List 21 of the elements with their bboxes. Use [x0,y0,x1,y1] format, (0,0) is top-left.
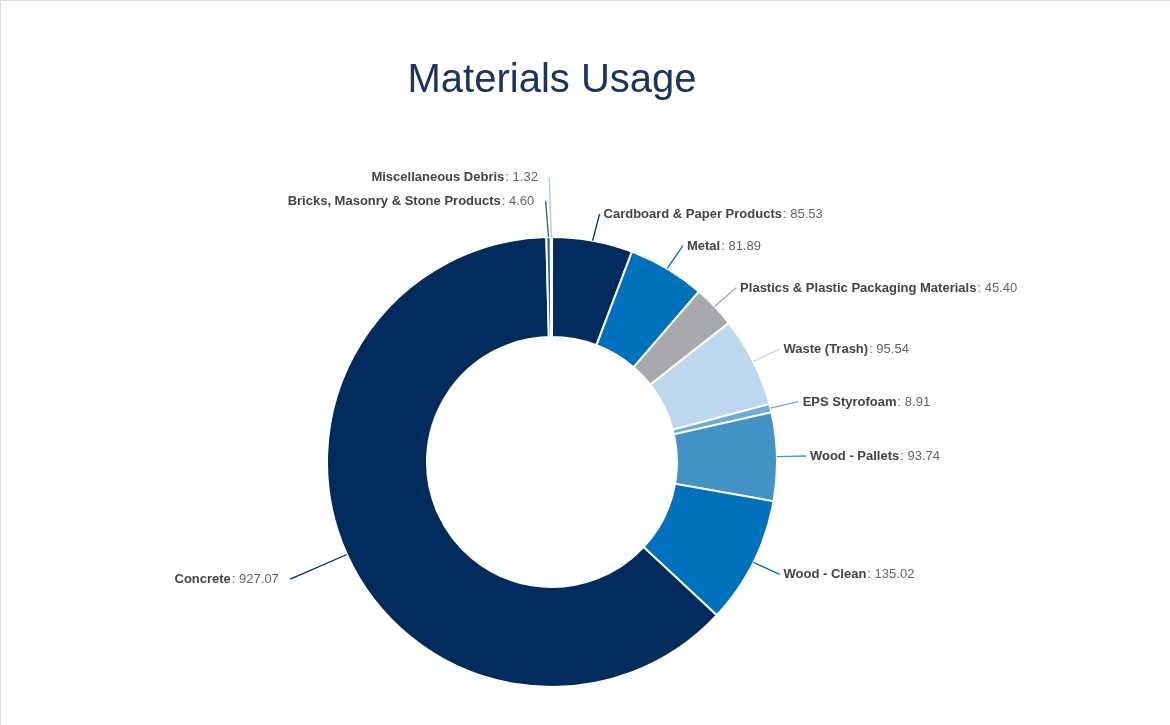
data-label: : 135.02 [867,566,915,582]
data-label: : 85.53 [782,206,823,222]
slice-label: Bricks, Masonry & Stone Products [287,193,501,208]
slice-label: Cardboard & Paper Products [603,206,782,222]
slice-label: Metal [686,237,721,253]
data-label: : 1.32 [505,169,538,184]
data-label: : 45.40 [977,279,1018,295]
slice-label: Wood - Clean [783,566,867,582]
data-label: : 927.07 [231,571,279,587]
data-label: : 95.54 [869,341,909,357]
data-label: : 93.74 [900,447,941,463]
data-label: : 81.89 [721,237,761,253]
chart-title: Materials Usage [407,56,697,100]
slice-label: Plastics & Plastic Packaging Materials [740,279,977,295]
data-label: : 4.60 [501,193,535,208]
slice-label: Wood - Pallets [809,447,900,463]
slice-label: Concrete [174,571,231,587]
slice-label: EPS Styrofoam [802,393,897,409]
slice-label: Miscellaneous Debris [371,169,505,184]
slice-label: Waste (Trash) [783,341,869,357]
data-label: : 8.91 [897,393,931,409]
